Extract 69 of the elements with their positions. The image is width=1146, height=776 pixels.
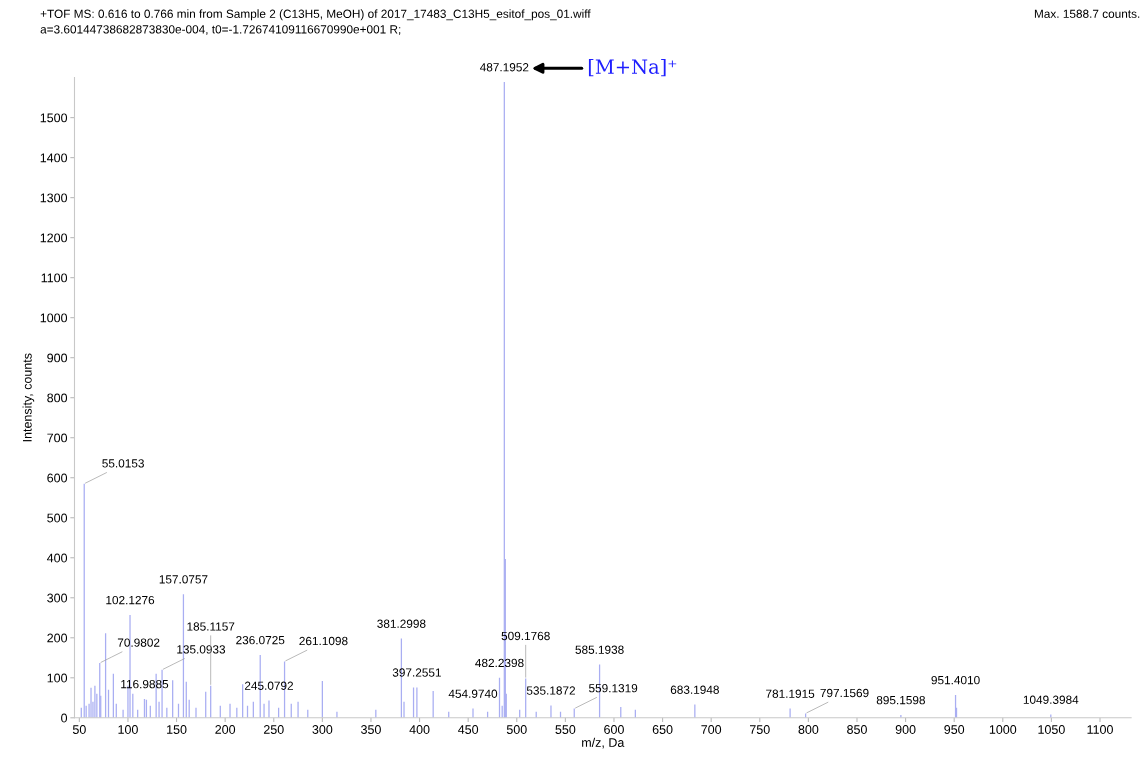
annotation: 781.1915 [766,689,815,698]
x-tick-label: 950 [944,725,965,734]
y-tick-label: 1200 [40,233,68,243]
y-tick-label: 300 [47,593,68,603]
annotation: 951.4010 [931,675,980,685]
x-tick-label: 1000 [989,725,1017,734]
annotation: 585.1938 [575,645,624,654]
annotation: 1049.3984 [1023,695,1079,704]
x-tick-label: 500 [506,725,527,734]
x-tick-label: 700 [701,725,722,734]
x-tick-label: 100 [118,725,138,734]
x-tick-label: 400 [409,725,430,734]
y-tick-label: 100 [47,673,68,683]
annotation: 185.1157 [187,622,235,631]
annotation: 797.1569 [820,688,869,698]
y-tick-label: 1400 [40,153,68,163]
x-tick-label: 650 [652,725,673,734]
annotation: 381.2998 [377,619,426,628]
annotation: 236.0725 [236,635,285,645]
x-tick-label: 150 [167,725,187,734]
x-tick-label: 200 [215,725,236,734]
annotation: 535.1872 [526,686,575,695]
annotation: 487.1952 [479,63,529,72]
x-tick-label: 300 [312,725,333,734]
annotation: 157.0757 [159,575,208,584]
annotation: 559.1319 [588,684,638,693]
x-tick-label: 50 [72,725,86,734]
annotation: 245.0792 [244,681,294,690]
x-tick-label: 800 [798,725,819,734]
chart-title: +TOF MS: 0.616 to 0.766 min from Sample 2 (C13H5, MeOH) of 2017_17483_C13H5_esitof_pos_01.wiff [40,9,591,21]
y-tick-label: 800 [47,393,68,403]
annotation: 397.2551 [392,668,441,677]
x-tick-label: 900 [895,725,916,734]
y-tick-label: 400 [46,553,68,563]
y-tick-label: 900 [47,353,68,363]
x-tick-label: 450 [458,725,479,734]
y-tick-label: 1000 [40,313,68,323]
y-tick-label: 200 [47,633,68,643]
annotation: 454.9740 [448,689,498,698]
text: Max. 1588.7 counts. [1034,9,1140,18]
annotation: 135.0933 [177,645,226,654]
chart-subtitle: a=3.60144738682873830e-004, t0=-1.72674109116670990e+001 R; [40,25,401,35]
x-tick-label: 850 [847,725,867,734]
x-tick-label: 1050 [1038,725,1065,734]
y-tick-label: 1500 [40,113,68,123]
x-tick-label: 1100 [1087,725,1113,734]
y-tick-label: 700 [47,433,68,443]
annotation: 261.1098 [299,636,348,646]
annotation: 683.1948 [670,685,719,694]
annotation: 482.2398 [475,658,524,668]
annotation: 509.1768 [501,631,550,641]
y-tick-label: 1300 [40,193,68,203]
annotation: 55.0153 [102,459,144,468]
x-tick-label: 750 [749,725,770,734]
x-tick-label: 550 [555,725,576,734]
annotation: 102.1276 [106,595,155,605]
annotation: 895.1598 [876,695,925,705]
x-tick-label: 600 [604,725,624,734]
text: [M+Na]⁺ [588,58,677,77]
x-axis-title: m/z, Da [582,737,625,749]
y-tick-label: 500 [47,513,68,523]
y-tick-label: 0 [61,713,68,723]
x-tick-label: 250 [263,725,284,734]
x-tick-label: 350 [361,725,381,734]
annotation: 116.9885 [121,679,169,689]
annotation: 70.9802 [117,638,160,647]
y-tick-label: 600 [47,473,68,483]
y-tick-label: 1100 [41,273,68,283]
y-axis-title: Intensity, counts [22,353,35,442]
